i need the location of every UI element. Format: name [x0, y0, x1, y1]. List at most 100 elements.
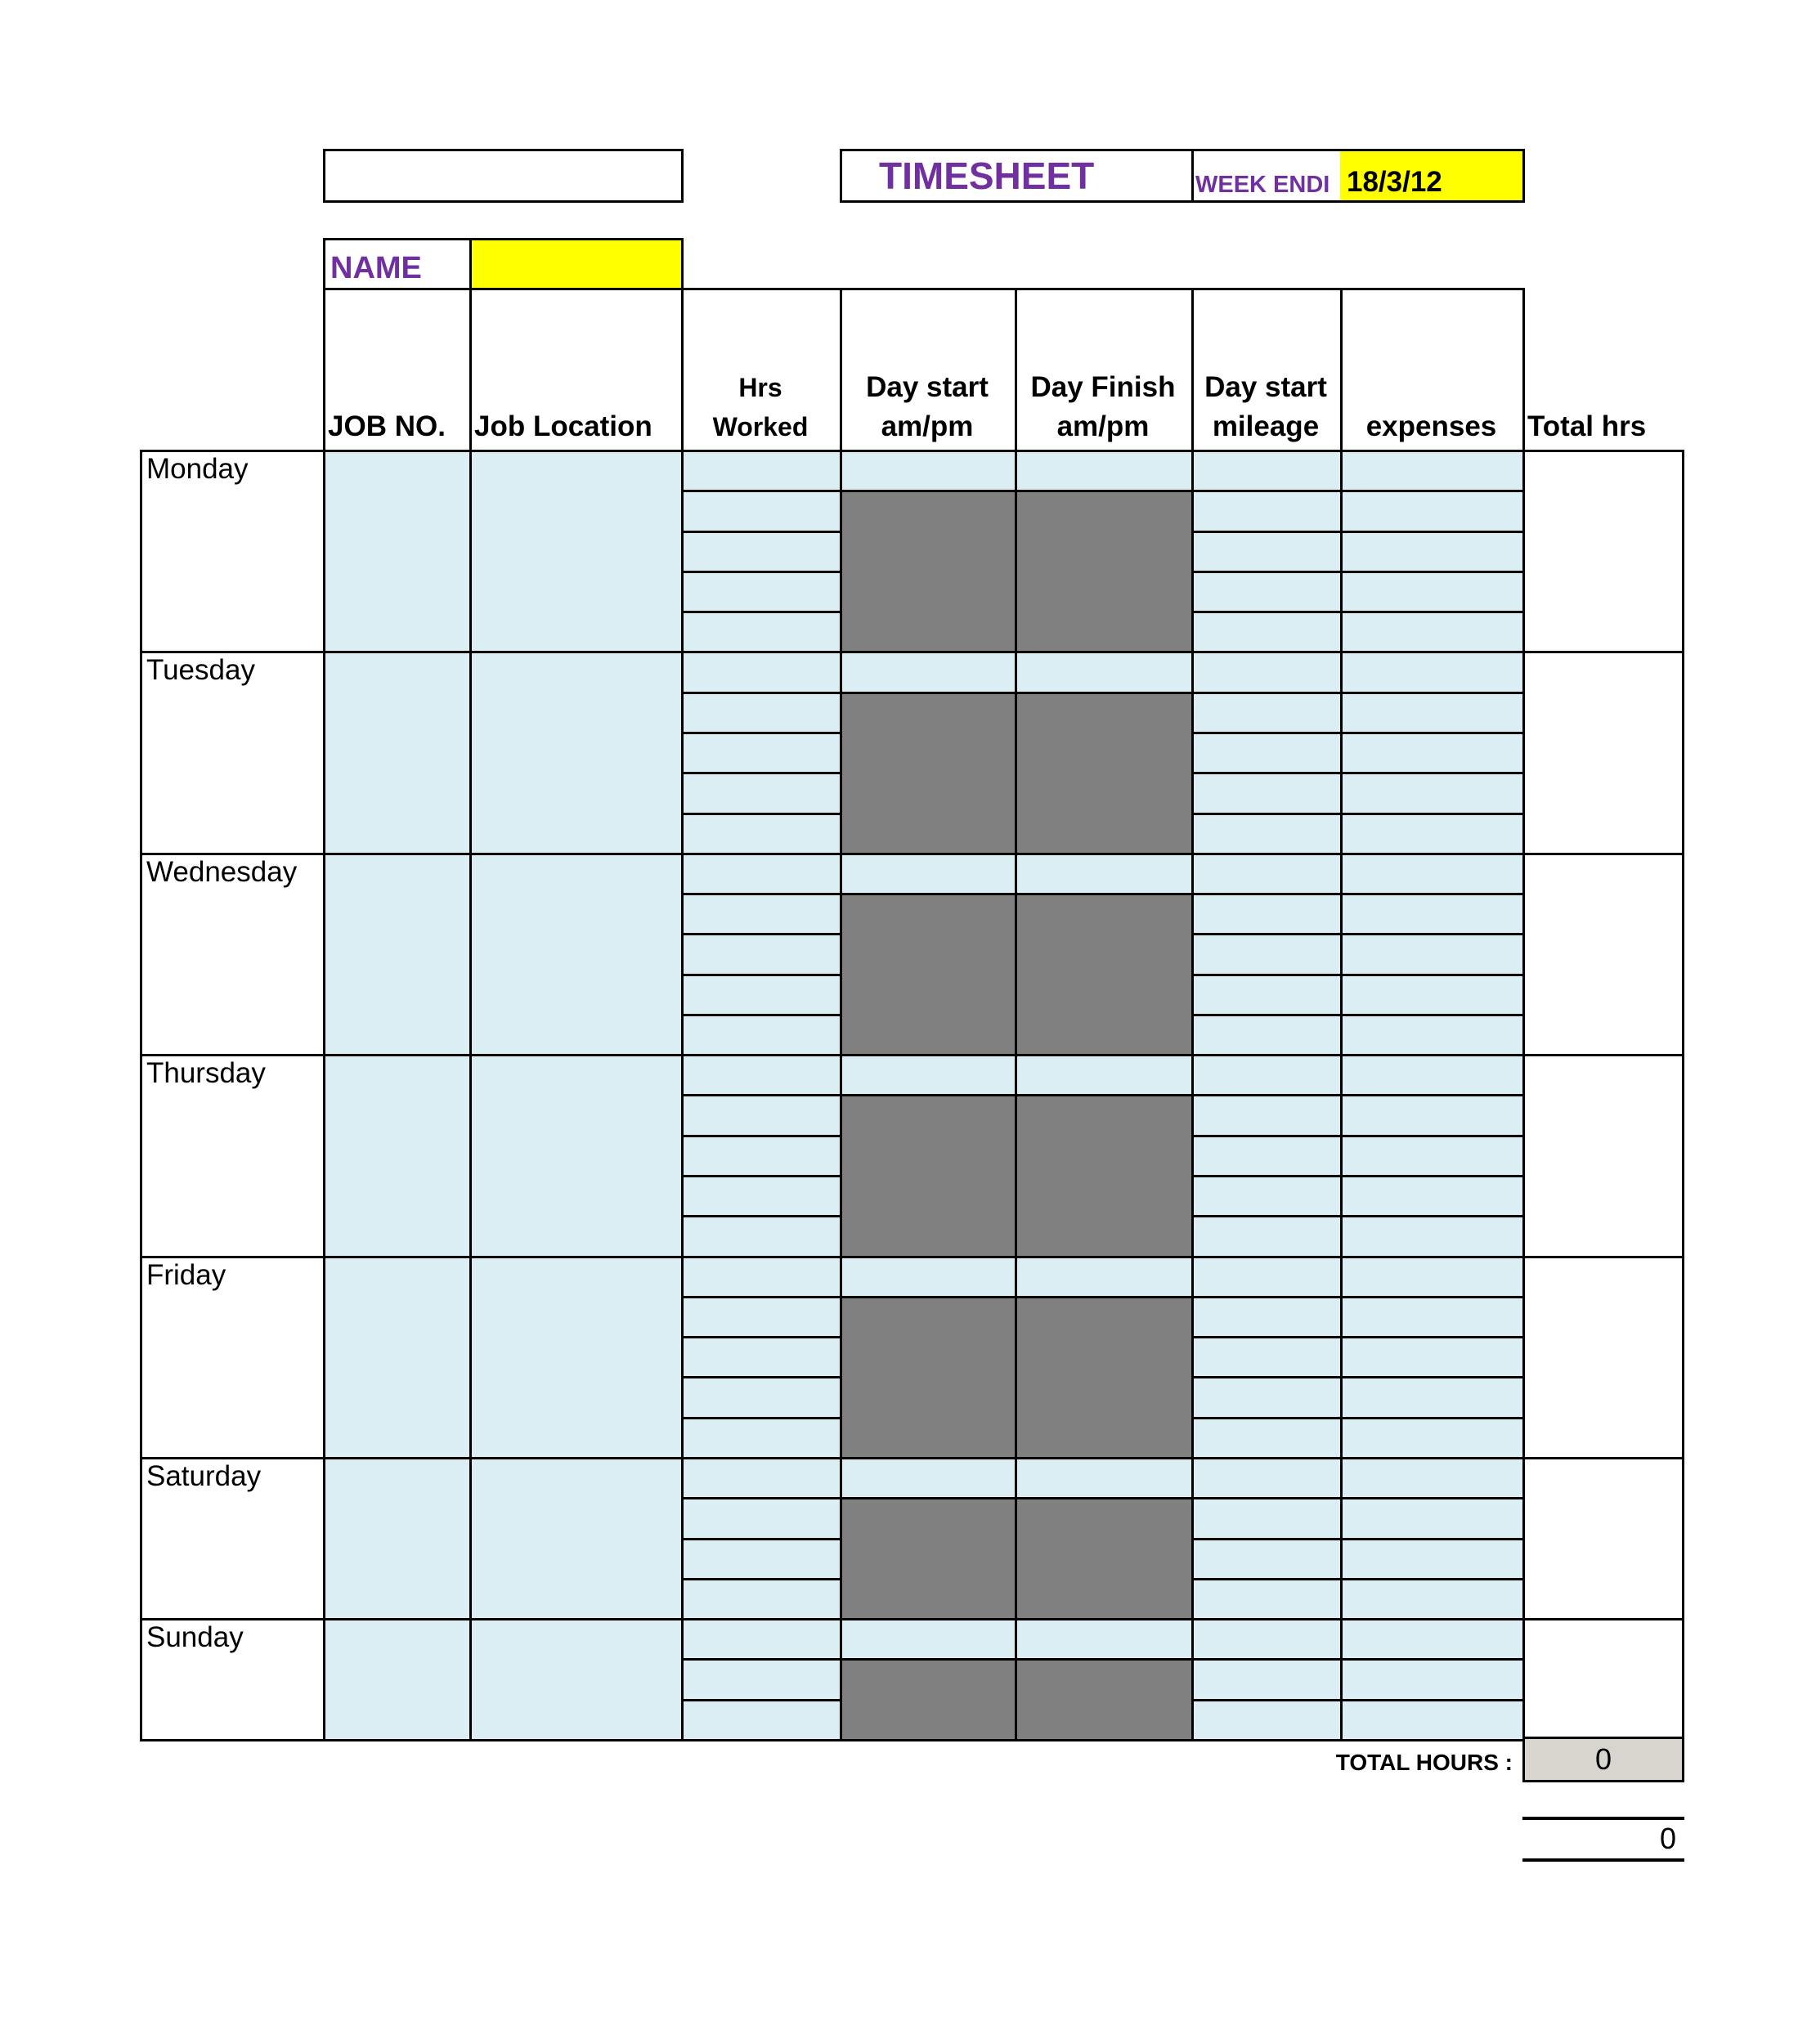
- hrs-worked-field[interactable]: [681, 853, 842, 895]
- mileage-field[interactable]: [1191, 1135, 1343, 1177]
- expenses-field[interactable]: [1340, 1054, 1525, 1096]
- job-no-field[interactable]: [323, 1457, 472, 1620]
- job-location-field[interactable]: [469, 1457, 684, 1620]
- mileage-field[interactable]: [1191, 450, 1343, 492]
- expenses-field[interactable]: [1340, 571, 1525, 613]
- name-field[interactable]: [469, 238, 684, 290]
- mileage-field[interactable]: [1191, 1538, 1343, 1580]
- day-finish-field[interactable]: [1015, 1054, 1194, 1096]
- mileage-field[interactable]: [1191, 1578, 1343, 1620]
- hrs-worked-field[interactable]: [681, 1135, 842, 1177]
- day-start-field[interactable]: [840, 450, 1017, 492]
- hrs-worked-field[interactable]: [681, 1457, 842, 1499]
- job-location-field[interactable]: [469, 853, 684, 1056]
- expenses-field[interactable]: [1340, 1457, 1525, 1499]
- expenses-field[interactable]: [1340, 1256, 1525, 1298]
- mileage-field[interactable]: [1191, 1336, 1343, 1378]
- hrs-worked-field[interactable]: [681, 772, 842, 815]
- mileage-field[interactable]: [1191, 1054, 1343, 1096]
- expenses-field[interactable]: [1340, 490, 1525, 533]
- mileage-field[interactable]: [1191, 1699, 1343, 1741]
- expenses-field[interactable]: [1340, 732, 1525, 774]
- job-no-field[interactable]: [323, 450, 472, 653]
- hrs-worked-field[interactable]: [681, 813, 842, 855]
- mileage-field[interactable]: [1191, 1658, 1343, 1701]
- hrs-worked-field[interactable]: [681, 1497, 842, 1540]
- expenses-field[interactable]: [1340, 692, 1525, 734]
- mileage-field[interactable]: [1191, 1457, 1343, 1499]
- expenses-field[interactable]: [1340, 1135, 1525, 1177]
- expenses-field[interactable]: [1340, 1538, 1525, 1580]
- day-start-field[interactable]: [840, 1256, 1017, 1298]
- expenses-field[interactable]: [1340, 1658, 1525, 1701]
- hrs-worked-field[interactable]: [681, 571, 842, 613]
- expenses-field[interactable]: [1340, 893, 1525, 935]
- mileage-field[interactable]: [1191, 1094, 1343, 1137]
- expenses-field[interactable]: [1340, 1336, 1525, 1378]
- job-no-field[interactable]: [323, 1054, 472, 1258]
- expenses-field[interactable]: [1340, 1618, 1525, 1661]
- expenses-field[interactable]: [1340, 974, 1525, 1016]
- mileage-field[interactable]: [1191, 490, 1343, 533]
- hrs-worked-field[interactable]: [681, 450, 842, 492]
- mileage-field[interactable]: [1191, 933, 1343, 976]
- mileage-field[interactable]: [1191, 571, 1343, 613]
- mileage-field[interactable]: [1191, 974, 1343, 1016]
- day-finish-field[interactable]: [1015, 1457, 1194, 1499]
- expenses-field[interactable]: [1340, 853, 1525, 895]
- expenses-field[interactable]: [1340, 1376, 1525, 1419]
- mileage-field[interactable]: [1191, 611, 1343, 653]
- hrs-worked-field[interactable]: [681, 1014, 842, 1056]
- hrs-worked-field[interactable]: [681, 1175, 842, 1217]
- day-finish-field[interactable]: [1015, 651, 1194, 694]
- job-no-field[interactable]: [323, 853, 472, 1056]
- hrs-worked-field[interactable]: [681, 1658, 842, 1701]
- hrs-worked-field[interactable]: [681, 1376, 842, 1419]
- hrs-worked-field[interactable]: [681, 531, 842, 573]
- hrs-worked-field[interactable]: [681, 732, 842, 774]
- expenses-field[interactable]: [1340, 1497, 1525, 1540]
- day-start-field[interactable]: [840, 651, 1017, 694]
- mileage-field[interactable]: [1191, 813, 1343, 855]
- hrs-worked-field[interactable]: [681, 611, 842, 653]
- hrs-worked-field[interactable]: [681, 1578, 842, 1620]
- expenses-field[interactable]: [1340, 1296, 1525, 1338]
- job-location-field[interactable]: [469, 651, 684, 855]
- hrs-worked-field[interactable]: [681, 490, 842, 533]
- hrs-worked-field[interactable]: [681, 893, 842, 935]
- day-start-field[interactable]: [840, 1457, 1017, 1499]
- expenses-field[interactable]: [1340, 1014, 1525, 1056]
- job-location-field[interactable]: [469, 450, 684, 653]
- expenses-field[interactable]: [1340, 1699, 1525, 1741]
- mileage-field[interactable]: [1191, 1376, 1343, 1419]
- day-finish-field[interactable]: [1015, 450, 1194, 492]
- day-start-field[interactable]: [840, 1618, 1017, 1661]
- mileage-field[interactable]: [1191, 1296, 1343, 1338]
- job-location-field[interactable]: [469, 1054, 684, 1258]
- hrs-worked-field[interactable]: [681, 1699, 842, 1741]
- job-no-field[interactable]: [323, 1618, 472, 1741]
- mileage-field[interactable]: [1191, 1215, 1343, 1258]
- mileage-field[interactable]: [1191, 1175, 1343, 1217]
- day-finish-field[interactable]: [1015, 1256, 1194, 1298]
- hrs-worked-field[interactable]: [681, 1256, 842, 1298]
- mileage-field[interactable]: [1191, 1618, 1343, 1661]
- mileage-field[interactable]: [1191, 772, 1343, 815]
- company-field[interactable]: [323, 149, 684, 203]
- day-start-field[interactable]: [840, 853, 1017, 895]
- expenses-field[interactable]: [1340, 450, 1525, 492]
- hrs-worked-field[interactable]: [681, 692, 842, 734]
- hrs-worked-field[interactable]: [681, 1094, 842, 1137]
- expenses-field[interactable]: [1340, 651, 1525, 694]
- expenses-field[interactable]: [1340, 1215, 1525, 1258]
- expenses-field[interactable]: [1340, 1175, 1525, 1217]
- mileage-field[interactable]: [1191, 893, 1343, 935]
- expenses-field[interactable]: [1340, 813, 1525, 855]
- expenses-field[interactable]: [1340, 772, 1525, 815]
- hrs-worked-field[interactable]: [681, 1054, 842, 1096]
- expenses-field[interactable]: [1340, 1578, 1525, 1620]
- hrs-worked-field[interactable]: [681, 974, 842, 1016]
- hrs-worked-field[interactable]: [681, 1538, 842, 1580]
- job-no-field[interactable]: [323, 1256, 472, 1459]
- mileage-field[interactable]: [1191, 1256, 1343, 1298]
